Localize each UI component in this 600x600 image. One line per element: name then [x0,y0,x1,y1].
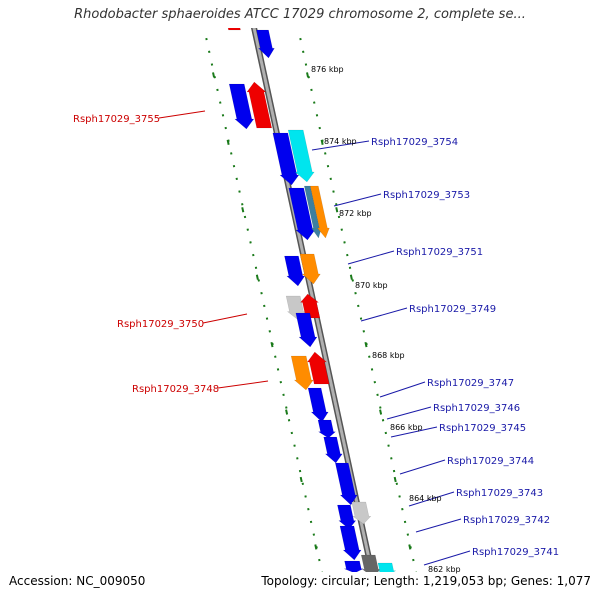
gene-arrow-forward [323,436,343,464]
gene-arrow-forward [344,560,364,572]
label-leader-line [379,381,426,398]
gene-label: Rsph17029_3742 [463,515,550,526]
label-leader-line [217,380,269,389]
label-leader-line [386,406,432,420]
label-leader-line [423,550,471,566]
gene-label: Rsph17029_3745 [439,423,526,434]
gene-label: Rsph17029_3750 [117,319,204,330]
gene-arrow-forward [307,387,329,423]
gene-arrow-reverse [246,81,273,129]
gene-label: Rsph17029_3744 [447,456,534,467]
gene-arrow-forward [287,129,315,183]
gene-arrow-forward [360,554,381,572]
gene-arrow-forward [335,462,358,506]
gene-arrow-reverse [306,351,330,385]
gene-label: Rsph17029_3754 [371,137,458,148]
label-leader-line [408,491,455,507]
gene-arrow-forward [377,562,396,572]
gene-arrow-forward [256,29,275,59]
gene-label: Rsph17029_3746 [433,403,520,414]
label-leader-lines [158,110,471,566]
gene-arrow-forward [299,253,321,285]
gene-labels: Rsph17029_3755 Rsph17029_3754 Rsph17029_37… [73,114,559,558]
gene-label: Rsph17029_3749 [409,304,496,315]
gene-arrow-forward [288,187,316,241]
gene-arrow-forward [351,501,372,525]
label-leader-line [311,140,370,151]
label-leader-line [347,250,395,265]
label-leader-line [202,313,248,324]
scale-label: 866 kbp [390,423,423,432]
map-title: Rhodobacter sphaeroides ATCC 17029 chrom… [74,7,526,22]
gene-arrow-reverse [299,293,321,319]
gene-arrow-reverse [227,28,241,31]
accession-text: Accession: NC_009050 [9,574,146,588]
label-leader-line [415,518,462,533]
gene-arrow-forward [339,525,362,561]
gene-features [227,28,396,572]
gene-arrow-forward [303,185,322,239]
gene-label: Rsph17029_3753 [383,190,470,201]
scale-label: 872 kbp [339,209,372,218]
gene-arrow-forward [317,419,337,439]
scale-label: 876 kbp [311,65,344,74]
scale-label: 870 kbp [355,281,388,290]
gene-arrow-forward [295,312,318,348]
gene-label: Rsph17029_3741 [472,547,559,558]
gene-arrow-forward [309,185,330,239]
gene-arrow-forward [290,355,314,391]
gene-label: Rsph17029_3751 [396,247,483,258]
gene-label: Rsph17029_3743 [456,488,543,499]
gene-label: Rsph17029_3748 [132,384,219,395]
gene-label: Rsph17029_3755 [73,114,160,125]
label-leader-line [333,193,382,207]
label-leader-line [360,307,408,322]
label-leader-line [390,426,438,438]
map-content [158,28,471,572]
gene-label: Rsph17029_3747 [427,378,514,389]
gene-arrow-forward [337,504,357,530]
scale-label: 864 kbp [409,494,442,503]
scale-label: 862 kbp [428,565,461,574]
scale-label: 868 kbp [372,351,405,360]
gene-arrow-forward [284,255,306,287]
gene-arrow-forward [228,83,255,130]
scale-labels: 876 kbp 874 kbp 872 kbp 870 kbp 868 kbp 866 k… [311,65,461,574]
label-leader-line [158,110,206,119]
label-leader-line [399,459,446,475]
genome-info-text: Topology: circular; Length: 1,219,053 bp… [261,574,591,588]
scale-label: 874 kbp [324,137,357,146]
gene-arrow-forward [272,132,300,186]
